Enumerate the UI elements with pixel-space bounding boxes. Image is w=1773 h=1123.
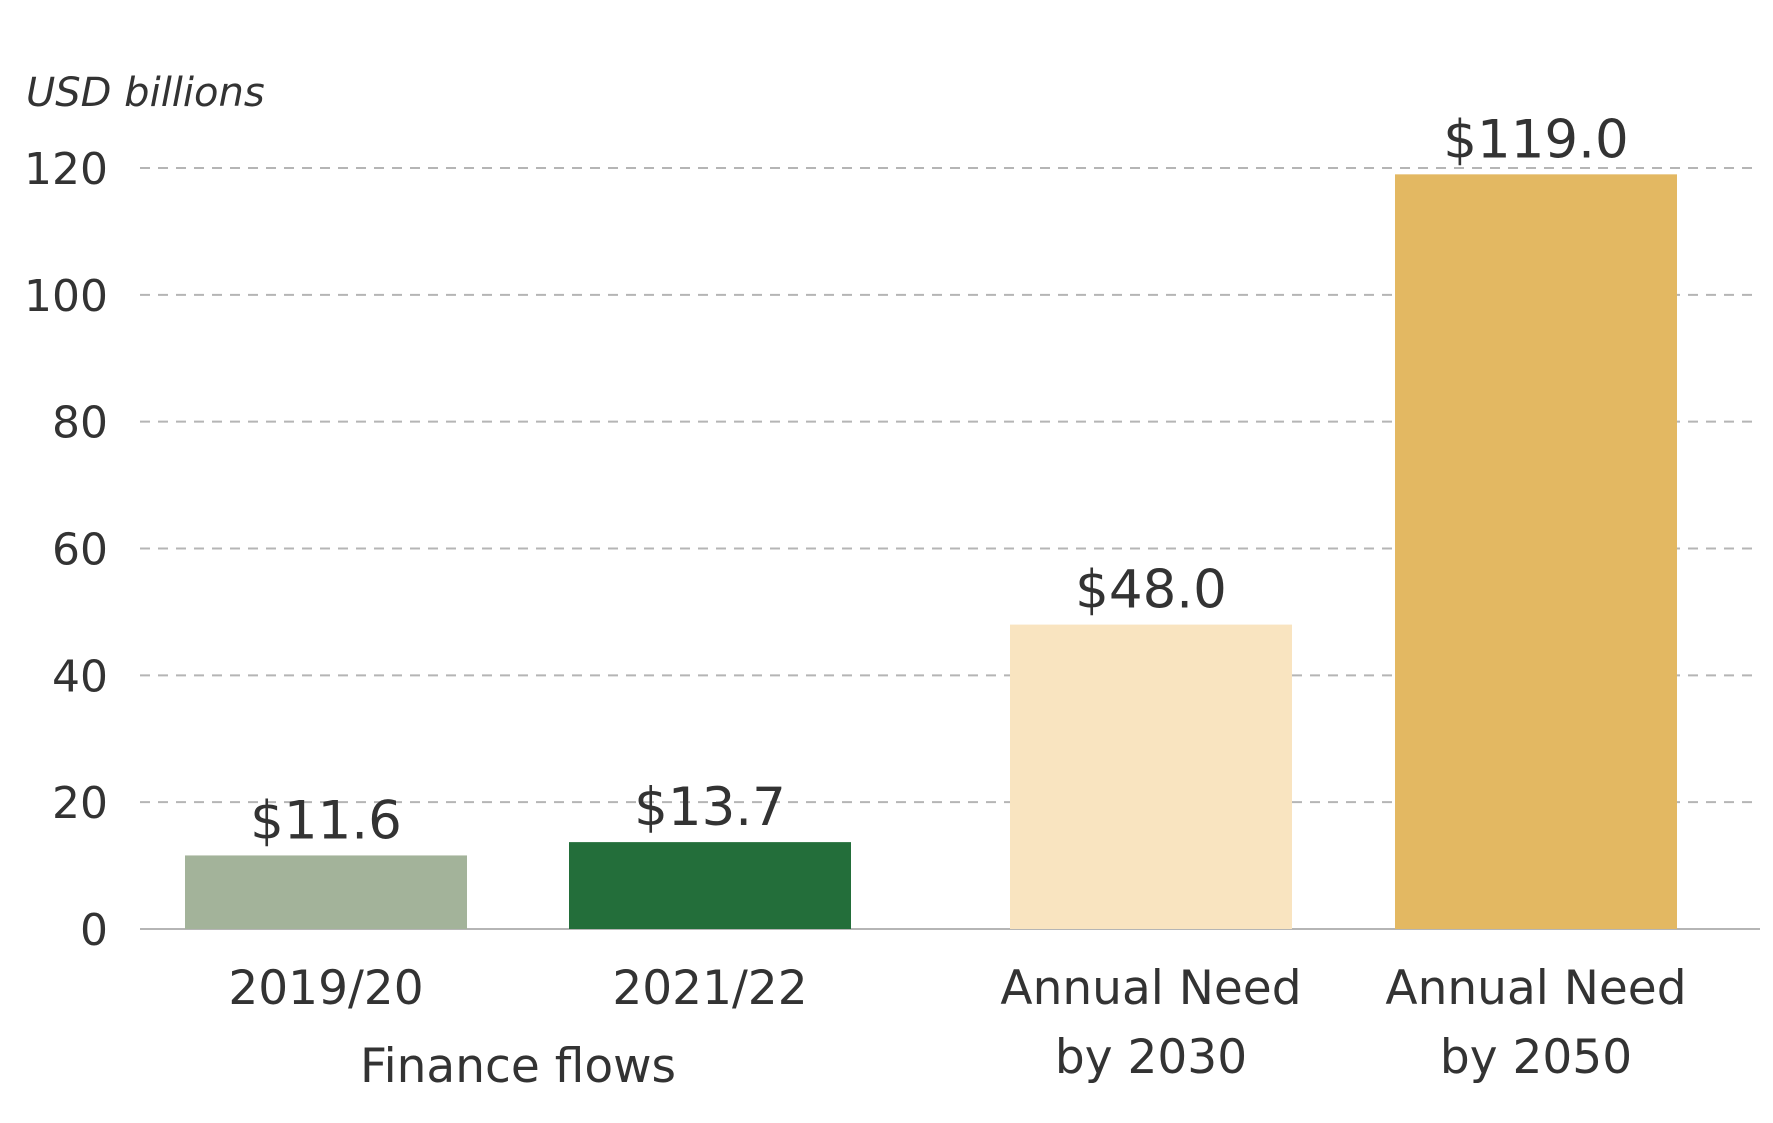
value-labels: $11.6 $13.7 $48.0 $119.0	[250, 109, 1629, 851]
x-axis-labels: 2019/20 2021/22 Annual Need by 2030 Annual N…	[228, 961, 1686, 1085]
y-tick-label: 0	[80, 905, 108, 956]
value-label: $13.7	[634, 777, 786, 838]
value-label: $11.6	[250, 790, 402, 851]
bar	[1010, 624, 1292, 929]
bars	[185, 174, 1677, 929]
group-label: Finance flows	[360, 1039, 676, 1094]
value-label: $119.0	[1443, 109, 1628, 170]
x-category-label: 2019/20	[228, 961, 423, 1016]
y-axis-unit-label: USD billions	[26, 70, 265, 116]
y-tick-label: 60	[52, 525, 108, 576]
bar	[1395, 174, 1677, 929]
y-tick-label: 80	[52, 398, 108, 449]
x-category-label: by 2030	[1055, 1030, 1247, 1085]
y-axis-ticks: 0 20 40 60 80 100 120	[24, 144, 108, 956]
x-category-label: 2021/22	[612, 961, 807, 1016]
y-tick-label: 100	[24, 271, 108, 322]
y-tick-label: 120	[24, 144, 108, 195]
bar	[569, 842, 851, 929]
group-labels: Finance flows	[360, 1039, 676, 1094]
y-tick-label: 40	[52, 651, 108, 702]
x-category-label: by 2050	[1440, 1030, 1632, 1085]
x-category-label: Annual Need	[1000, 961, 1301, 1016]
value-label: $48.0	[1075, 560, 1227, 621]
x-category-label: Annual Need	[1385, 961, 1686, 1016]
y-tick-label: 20	[52, 778, 108, 829]
grid	[140, 167, 1760, 930]
bar	[185, 855, 467, 929]
